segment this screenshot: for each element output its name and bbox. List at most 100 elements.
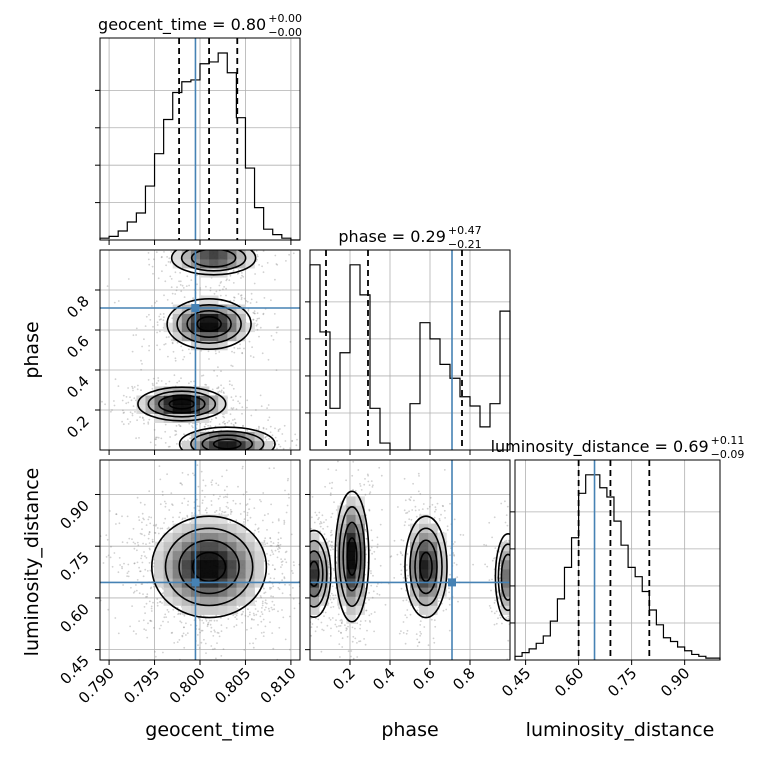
- sample-point: [307, 573, 309, 575]
- sample-point: [301, 589, 303, 591]
- sample-point: [183, 497, 186, 500]
- density-cell: [245, 569, 255, 579]
- density-cell: [218, 331, 228, 342]
- sample-point: [224, 422, 227, 425]
- density-cell: [227, 523, 237, 533]
- sample-point: [513, 556, 515, 558]
- sample-point: [198, 628, 201, 631]
- sample-point: [186, 463, 188, 465]
- sample-point: [352, 460, 355, 463]
- sample-point: [398, 632, 401, 635]
- sample-point: [197, 241, 199, 243]
- sample-point: [117, 632, 120, 635]
- sample-point: [165, 264, 168, 267]
- sample-point: [272, 338, 275, 341]
- sample-point: [201, 242, 203, 244]
- sample-point: [342, 451, 344, 453]
- density-cell: [200, 313, 210, 323]
- density-cell: [154, 386, 164, 396]
- sample-point: [106, 538, 109, 541]
- sample-point: [175, 425, 178, 427]
- sample-point: [501, 661, 503, 663]
- sample-point: [240, 613, 243, 616]
- sample-point: [494, 599, 496, 602]
- sample-point: [277, 541, 280, 544]
- sample-point: [281, 560, 284, 563]
- density-cell: [337, 560, 347, 570]
- sample-point: [306, 561, 308, 563]
- sample-point: [324, 485, 326, 488]
- density-cell: [209, 532, 219, 543]
- sample-point: [113, 400, 115, 402]
- sample-point: [273, 465, 275, 467]
- sample-point: [151, 538, 154, 541]
- density-cell: [209, 304, 219, 314]
- sample-point: [371, 539, 374, 542]
- sample-point: [239, 453, 241, 455]
- sample-point: [302, 620, 304, 622]
- sample-point: [191, 425, 193, 427]
- sample-point: [268, 467, 271, 470]
- sample-point: [262, 519, 264, 522]
- sample-point: [504, 500, 506, 503]
- sample-point: [305, 557, 307, 559]
- sample-point: [187, 439, 189, 442]
- sample-point: [418, 641, 421, 644]
- sample-point: [276, 447, 278, 450]
- sample-point: [368, 620, 371, 622]
- sample-point: [351, 474, 354, 477]
- sample-point: [255, 250, 258, 252]
- sample-point: [354, 627, 356, 630]
- sample-point: [277, 544, 280, 547]
- sample-point: [488, 605, 491, 607]
- sample-point: [294, 553, 296, 555]
- sample-point: [204, 237, 206, 239]
- sample-point: [138, 620, 141, 622]
- sample-point: [154, 650, 156, 653]
- sample-point: [277, 548, 279, 551]
- sample-point: [164, 280, 167, 283]
- hist-panel-phase: phase = 0.29 +0.47−0.21: [305, 224, 511, 455]
- sample-point: [399, 551, 402, 553]
- sample-point: [319, 522, 321, 525]
- sample-point: [171, 504, 174, 506]
- sample-point: [390, 555, 393, 558]
- sample-point: [258, 264, 260, 266]
- sample-point: [491, 559, 494, 562]
- sample-point: [376, 593, 379, 595]
- contour-line: [190, 250, 237, 268]
- sample-point: [263, 631, 265, 634]
- sample-point: [223, 420, 226, 423]
- contour-line: [212, 438, 242, 450]
- sample-point: [281, 564, 283, 566]
- sample-point: [164, 423, 167, 426]
- density-cell: [227, 532, 237, 543]
- sample-point: [205, 511, 208, 514]
- sample-point: [239, 513, 242, 515]
- sample-point: [150, 452, 152, 454]
- tick-label: 0.75: [56, 548, 92, 584]
- sample-point: [246, 519, 249, 522]
- sample-point: [163, 522, 165, 524]
- sample-point: [370, 546, 373, 549]
- sample-point: [94, 533, 96, 535]
- sample-point: [295, 606, 297, 608]
- title-name: phase: [338, 227, 386, 246]
- sample-point: [511, 594, 513, 596]
- sample-point: [165, 675, 167, 677]
- sample-point: [278, 588, 281, 591]
- sample-point: [291, 549, 293, 551]
- sample-point: [237, 272, 240, 274]
- sample-point: [240, 298, 243, 301]
- sample-point: [151, 265, 154, 268]
- sample-point: [288, 496, 290, 499]
- sample-point: [356, 642, 358, 644]
- sample-point: [370, 529, 373, 532]
- sample-point: [201, 629, 204, 632]
- sample-point: [341, 637, 344, 640]
- sample-point: [205, 285, 207, 288]
- sample-point: [264, 625, 267, 628]
- sample-point: [306, 531, 308, 533]
- sample-point: [248, 340, 251, 343]
- sample-point: [141, 416, 144, 419]
